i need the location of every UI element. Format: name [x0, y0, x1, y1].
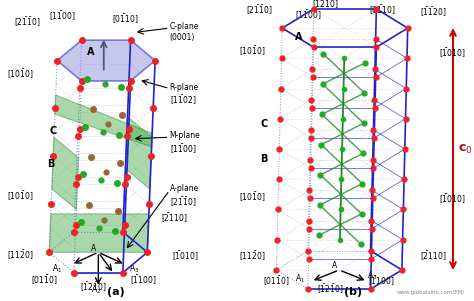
- Text: [1$\bar{1}$00]: [1$\bar{1}$00]: [49, 10, 76, 23]
- Text: [2$\bar{1}$$\bar{1}$0]: [2$\bar{1}$$\bar{1}$0]: [246, 4, 273, 17]
- Text: [2$\bar{1}$$\bar{1}$0]: [2$\bar{1}$$\bar{1}$0]: [14, 15, 40, 29]
- Text: A: A: [91, 244, 97, 253]
- Text: c$_0$: c$_0$: [458, 142, 472, 156]
- Text: A$_3$: A$_3$: [129, 262, 140, 275]
- Text: R-plane
[1$\bar{1}$02]: R-plane [1$\bar{1}$02]: [170, 83, 199, 107]
- Text: [11$\bar{2}$0]: [11$\bar{2}$0]: [239, 250, 266, 263]
- Text: C: C: [260, 119, 267, 129]
- Text: C-plane
(0001): C-plane (0001): [170, 22, 199, 42]
- Text: A: A: [295, 32, 302, 42]
- Text: (a): (a): [107, 287, 125, 297]
- Polygon shape: [49, 214, 149, 252]
- Text: B: B: [47, 159, 55, 169]
- Text: [$\bar{1}$100]: [$\bar{1}$100]: [368, 275, 394, 288]
- Text: [10$\bar{1}$0]: [10$\bar{1}$0]: [7, 67, 34, 81]
- Text: [$\bar{1}$2$\bar{1}$0]: [$\bar{1}$2$\bar{1}$0]: [317, 282, 343, 296]
- Text: [10$\bar{1}$0]: [10$\bar{1}$0]: [239, 45, 266, 58]
- Text: A: A: [87, 47, 95, 57]
- Text: [10$\bar{1}$0]: [10$\bar{1}$0]: [7, 190, 34, 203]
- Polygon shape: [55, 95, 152, 147]
- Text: [$\bar{1}$010]: [$\bar{1}$010]: [439, 192, 466, 206]
- Text: [0$\bar{1}$10]: [0$\bar{1}$10]: [369, 4, 396, 17]
- Polygon shape: [52, 137, 79, 209]
- Text: A$_2$: A$_2$: [91, 283, 101, 296]
- Text: [1$\bar{1}$00]: [1$\bar{1}$00]: [295, 8, 322, 22]
- Text: B: B: [260, 154, 268, 164]
- Text: A$_1$: A$_1$: [295, 273, 305, 285]
- Text: [$\bar{1}$010]: [$\bar{1}$010]: [439, 46, 466, 60]
- Text: [$\bar{1}$$\bar{1}$20]: [$\bar{1}$$\bar{1}$20]: [420, 5, 447, 19]
- Text: A-plane
[2$\bar{1}$$\bar{1}$0]: A-plane [2$\bar{1}$$\bar{1}$0]: [170, 185, 199, 209]
- Text: [10$\bar{1}$0]: [10$\bar{1}$0]: [239, 191, 266, 204]
- Text: [$\bar{1}$010]: [$\bar{1}$010]: [172, 250, 199, 263]
- Text: [$\bar{1}$100]: [$\bar{1}$100]: [129, 274, 156, 287]
- Text: A$_1$: A$_1$: [53, 262, 63, 275]
- Polygon shape: [126, 117, 152, 189]
- Text: (b): (b): [344, 287, 362, 297]
- Text: [1$\bar{2}$10]: [1$\bar{2}$10]: [312, 0, 338, 11]
- Polygon shape: [57, 40, 155, 81]
- Text: A: A: [332, 262, 337, 271]
- Text: [0$\bar{1}$10]: [0$\bar{1}$10]: [112, 13, 138, 26]
- Text: www.globalsino.com/EM/: www.globalsino.com/EM/: [396, 290, 465, 295]
- Text: A$_3$: A$_3$: [366, 270, 377, 282]
- Text: [$\bar{1}$2$\bar{1}$0]: [$\bar{1}$2$\bar{1}$0]: [81, 281, 107, 294]
- Text: [$\bar{2}$110]: [$\bar{2}$110]: [420, 250, 447, 263]
- Text: [11$\bar{2}$0]: [11$\bar{2}$0]: [7, 249, 34, 262]
- Text: [$\bar{2}$110]: [$\bar{2}$110]: [161, 212, 187, 225]
- Text: [01$\bar{1}$0]: [01$\bar{1}$0]: [263, 275, 290, 288]
- Text: [01$\bar{1}$0]: [01$\bar{1}$0]: [31, 274, 58, 287]
- Text: C: C: [49, 126, 56, 136]
- Text: M-plane
[1$\bar{1}$00]: M-plane [1$\bar{1}$00]: [170, 131, 201, 156]
